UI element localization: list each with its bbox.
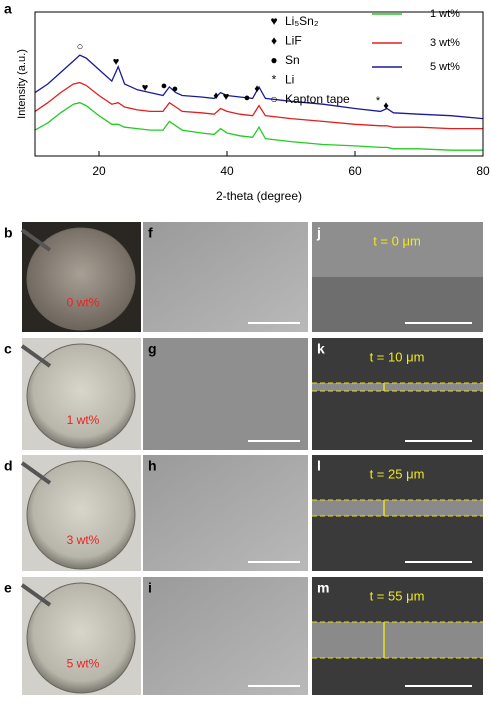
- image-panels: b 0 wt% f j t = 0 μm c 1 wt% g k t = 10 μm d 3 wt% h…: [4, 222, 483, 695]
- series-line: [34, 81, 483, 130]
- x-axis-label: 2-theta (degree): [216, 189, 302, 203]
- x-tick-label: 60: [348, 164, 362, 178]
- sem-cross: [312, 338, 483, 450]
- tweezer: [20, 583, 52, 607]
- peak-marker: ♥: [142, 82, 149, 94]
- sei-layer: [312, 622, 483, 658]
- peak-marker: ♦: [383, 100, 389, 112]
- sample-label: 1 wt%: [67, 413, 100, 427]
- phase-name: LiF: [285, 34, 302, 48]
- sample-label: 3 wt%: [67, 533, 100, 547]
- thickness-label: t = 25 μm: [370, 466, 425, 481]
- x-tick-label: 20: [92, 164, 106, 178]
- sample-label: 0 wt%: [67, 296, 100, 310]
- y-axis-label: Intensity (a.u.): [16, 49, 28, 119]
- x-tick-label: 40: [220, 164, 234, 178]
- peak-marker: ●: [244, 92, 251, 104]
- peak-marker: ●: [161, 80, 168, 92]
- panel-label: k: [317, 341, 325, 357]
- sei-layer: [312, 500, 483, 516]
- series-line: [34, 102, 483, 151]
- phase-name: Kapton tape: [285, 92, 350, 106]
- legend-label: 3 wt%: [430, 37, 460, 49]
- tweezer: [20, 344, 52, 368]
- sem-surface: [143, 455, 308, 571]
- peak-marker: ♥: [223, 91, 230, 103]
- phase-name: Li: [285, 73, 294, 87]
- thickness-label: t = 55 μm: [370, 588, 425, 603]
- panel-label: i: [148, 580, 152, 596]
- peak-marker: ○: [77, 41, 84, 53]
- phase-symbol: ●: [270, 53, 277, 67]
- panel-label: b: [4, 225, 13, 241]
- panel-label: g: [148, 341, 157, 357]
- xrd-chart: 20 40 60 80 2-theta (degree) Intensity (a.u.)…: [16, 8, 490, 203]
- sem-surface: [143, 577, 308, 695]
- phase-name: Sn: [285, 53, 300, 67]
- peak-marker: *: [376, 95, 381, 107]
- panel-label: j: [316, 225, 321, 241]
- plot-frame: [34, 11, 484, 157]
- legend-label: 5 wt%: [430, 61, 460, 73]
- thickness-label: t = 0 μm: [373, 233, 421, 248]
- electrode-disc: [26, 582, 136, 694]
- sei-layer: [312, 383, 483, 391]
- peak-marker: ●: [172, 83, 179, 95]
- peak-marker: ♦: [254, 83, 260, 95]
- peak-marker: ♦: [213, 90, 219, 102]
- panel-label: l: [317, 458, 321, 474]
- series-line: [34, 54, 484, 120]
- panel-label: e: [4, 580, 12, 596]
- panel-label: h: [148, 458, 157, 474]
- electrode-disc: [26, 227, 136, 331]
- sem-surface: [143, 338, 308, 450]
- panel-label: d: [4, 458, 13, 474]
- electrode-disc: [26, 460, 136, 570]
- tweezer: [20, 461, 52, 485]
- panel-label: f: [148, 225, 153, 241]
- panel-label: c: [4, 341, 12, 357]
- phase-symbol: *: [272, 73, 277, 87]
- phase-symbol: ○: [270, 92, 277, 106]
- peak-marker: ♥: [113, 56, 120, 68]
- x-tick-label: 80: [476, 164, 490, 178]
- phase-name: Li₅Sn₂: [285, 14, 319, 28]
- tweezer: [20, 228, 52, 252]
- legend-label: 1 wt%: [430, 8, 460, 20]
- panel-label: a: [4, 1, 12, 17]
- sem-surface: [143, 222, 308, 332]
- phase-symbol: ♦: [271, 34, 277, 48]
- electrode-disc: [26, 343, 136, 449]
- thickness-label: t = 10 μm: [370, 349, 425, 364]
- phase-symbol: ♥: [270, 14, 277, 28]
- sample-label: 5 wt%: [67, 656, 100, 670]
- panel-label: m: [317, 580, 329, 596]
